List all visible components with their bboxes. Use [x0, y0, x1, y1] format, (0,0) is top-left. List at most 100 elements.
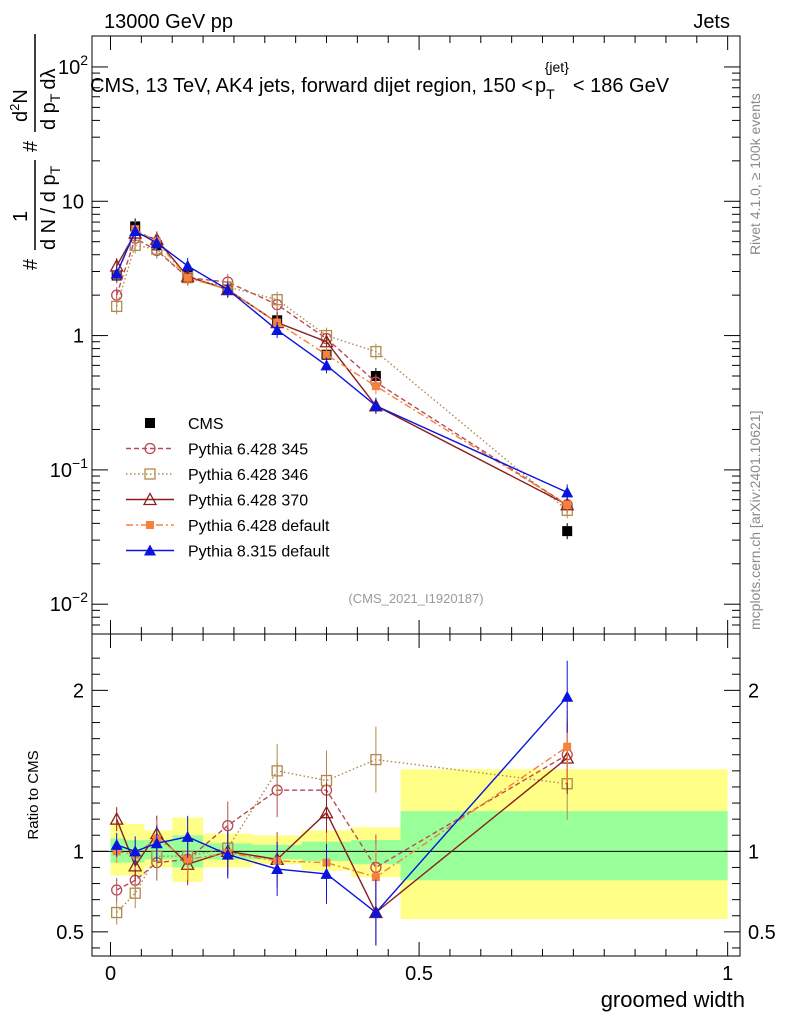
point-2-5: [271, 294, 283, 306]
xtick-label-0: 0: [105, 963, 116, 985]
legend-marker-5: [144, 544, 156, 556]
legend-label-1: Pythia 6.428 345: [188, 442, 308, 459]
legend-marker-2: [144, 468, 156, 480]
title-sub: T: [546, 86, 555, 102]
point-4-3: [183, 273, 192, 282]
point-5-4: [221, 283, 234, 295]
ytick-exp: −1: [72, 455, 88, 471]
header-left: 13000 GeV pp: [104, 11, 233, 33]
ratio-point-4-4: [221, 848, 234, 860]
ylabel-den-sub: T: [47, 165, 63, 174]
line-pythia-6-428-default: [116, 228, 568, 506]
ylabel-hash: #: [20, 258, 42, 270]
point-0-8: [562, 526, 573, 537]
ratio-point-4-8: [561, 690, 574, 702]
ytick-base: 10: [50, 460, 72, 482]
point-5-7: [369, 399, 382, 411]
ratio-point-4-6: [320, 867, 333, 879]
ytick-base: 10: [50, 594, 72, 616]
ratio-ytick-label-2: 2: [73, 680, 84, 702]
point-2-0: [111, 300, 123, 313]
point-4-6: [322, 350, 331, 359]
title-prefix: CMS, 13 TeV, AK4 jets, forward dijet reg…: [90, 75, 533, 97]
legend: CMS Pythia 6.428 345 Pythia 6.428 346 Pythi…: [126, 416, 330, 561]
ylabel-den2-sub: T: [47, 93, 63, 102]
ratio-point-2-0: [109, 811, 124, 825]
point-5-8: [561, 486, 574, 498]
mcplots-label: mcplots.cern.ch [arXiv:2401.10621]: [747, 411, 763, 630]
ylabel-sup2: 2: [7, 104, 22, 111]
point-4-8: [563, 500, 572, 509]
ratio-point-4-1: [129, 845, 142, 857]
ratio-point-2-6: [319, 805, 334, 819]
ratio-point-4-0: [110, 838, 123, 850]
ratio-point-1-7: [370, 753, 382, 766]
ratio-ytick-label-right-2: 2: [748, 680, 759, 702]
title-sup: {jet}: [545, 59, 569, 75]
ratio-point-4-7: [369, 906, 382, 918]
ylabel-den2b: dλ: [38, 69, 60, 90]
band-inner-8: [400, 811, 728, 881]
ratio-ytick-label-right-0: 0.5: [748, 922, 776, 944]
header-right: Jets: [693, 11, 730, 33]
ytick-label-main-3: 10: [62, 191, 84, 213]
point-3-6: [319, 334, 334, 348]
legend-label-4: Pythia 6.428 default: [188, 518, 330, 535]
point-5-0: [110, 267, 123, 279]
point-5-2: [150, 236, 163, 248]
point-5-3: [181, 259, 194, 271]
legend-marker-1: [144, 442, 156, 455]
ytick-label-main-2: 1: [73, 326, 84, 348]
xtick-label-2: 1: [722, 963, 733, 985]
ytick-exp: −2: [72, 589, 88, 605]
ratio-point-4-3: [181, 830, 194, 842]
ylabel-den: d N / d p: [38, 174, 60, 250]
x-axis-label: groomed width: [601, 987, 745, 1012]
legend-marker-4: [146, 521, 154, 529]
point-5-6: [320, 359, 333, 371]
ylabel-one: 1: [10, 211, 32, 222]
legend-label-3: Pythia 6.428 370: [188, 493, 308, 510]
point-5-5: [271, 324, 284, 336]
legend-label-0: CMS: [188, 416, 224, 433]
ylabel-hash2: #: [20, 140, 42, 152]
ratio-ylabel: Ratio to CMS: [25, 750, 42, 839]
ratio-point-3-3: [183, 855, 192, 864]
analysis-watermark: (CMS_2021_I1920187): [348, 591, 483, 606]
svg-text:d N / d pT: d N / d pT: [38, 165, 63, 250]
point-4-7: [371, 382, 380, 391]
legend-marker-3: [142, 492, 158, 506]
ylabel-num2: d: [10, 111, 32, 122]
ratio-frame: [91, 633, 741, 957]
ratio-ytick-label-right-1: 1: [748, 841, 759, 863]
svg-text:d pTdλ: d pTdλ: [38, 69, 63, 131]
ratio-point-1-0: [111, 906, 123, 919]
ytick-base: 10: [58, 57, 80, 79]
ratio-point-1-1: [129, 887, 141, 899]
legend-marker-0: [145, 418, 155, 428]
ratio-point-4-5: [271, 863, 284, 875]
ytick-label-main-1: 10−1: [50, 455, 88, 482]
ratio-ytick-label-1: 1: [73, 841, 84, 863]
title-suffix: < 186 GeV: [573, 75, 670, 97]
ratio-point-3-8: [563, 742, 572, 751]
legend-label-5: Pythia 8.315 default: [188, 544, 330, 561]
svg-text:d2N: d2N: [7, 89, 32, 122]
ratio-series: [109, 660, 575, 946]
ratio-ytick-label-0: 0.5: [56, 922, 84, 944]
plot-title: CMS, 13 TeV, AK4 jets, forward dijet reg…: [90, 59, 670, 102]
ratio-point-2-1: [128, 858, 143, 872]
main-series: [109, 218, 575, 540]
xtick-label-1: 0.5: [405, 963, 433, 985]
ratio-point-4-2: [150, 837, 163, 849]
line-pythia-6-428-345: [116, 237, 568, 506]
ytick-label-main-0: 10−2: [50, 589, 88, 616]
rivet-label: Rivet 4.1.0, ≥ 100k events: [747, 93, 763, 255]
legend-label-2: Pythia 6.428 346: [188, 467, 308, 484]
point-2-7: [370, 345, 382, 358]
ylabel-num2b: N: [10, 89, 32, 103]
ytick-label-main-4: 102: [58, 52, 88, 79]
ratio-point-0-0: [111, 884, 123, 896]
